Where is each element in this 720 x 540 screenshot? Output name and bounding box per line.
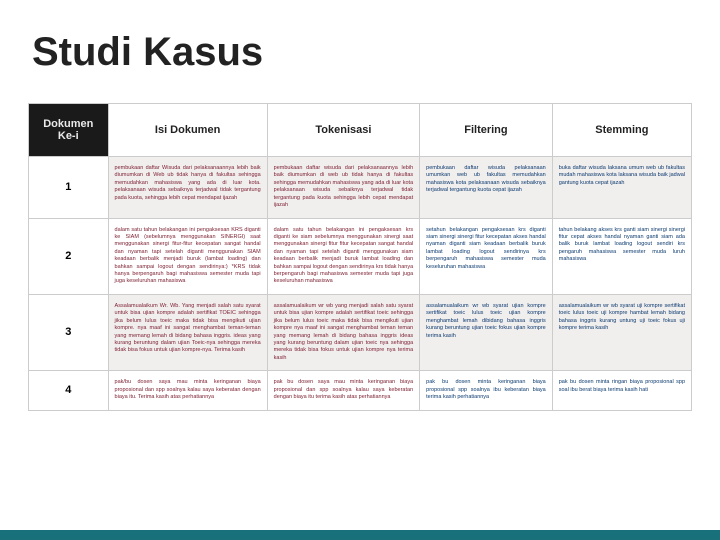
cell-stem: assalamualaikum wr wb syarat uji kompre … bbox=[552, 294, 691, 370]
col-header-stemming: Stemming bbox=[552, 104, 691, 157]
col-header-filtering: Filtering bbox=[420, 104, 553, 157]
case-study-table: Dokumen Ke-i Isi Dokumen Tokenisasi Filt… bbox=[28, 103, 692, 411]
cell-isi: dalam satu tahun belakangan ini pengakse… bbox=[108, 218, 267, 294]
cell-tok: pembukaan daftar wisuda dari pelaksanaan… bbox=[267, 157, 419, 219]
table-row: 3 Assalamualaikum Wr. Wb. Yang menjadi s… bbox=[29, 294, 692, 370]
cell-tok: dalam satu tahun belakangan ini pengakse… bbox=[267, 218, 419, 294]
cell-tok: assalamualaikum wr wb yang menjadi salah… bbox=[267, 294, 419, 370]
table-header-row: Dokumen Ke-i Isi Dokumen Tokenisasi Filt… bbox=[29, 104, 692, 157]
col-header-isi: Isi Dokumen bbox=[108, 104, 267, 157]
col-header-tokenisasi: Tokenisasi bbox=[267, 104, 419, 157]
cell-fil: pembukaan daftar wisuda pelaksanaan umum… bbox=[420, 157, 553, 219]
cell-fil: setahun belakangan pengaksesan krs digan… bbox=[420, 218, 553, 294]
cell-tok: pak bu dosen saya mau minta keringanan b… bbox=[267, 371, 419, 410]
table-row: 2 dalam satu tahun belakangan ini pengak… bbox=[29, 218, 692, 294]
table-row: 4 pak/bu dosen saya mau minta keringanan… bbox=[29, 371, 692, 410]
cell-isi: pembukaan daftar Wisuda dari pelaksanaan… bbox=[108, 157, 267, 219]
cell-isi: pak/bu dosen saya mau minta keringanan b… bbox=[108, 371, 267, 410]
row-number: 1 bbox=[29, 157, 109, 219]
slide-title: Studi Kasus bbox=[32, 30, 692, 75]
row-number: 2 bbox=[29, 218, 109, 294]
cell-stem: tahun belakang akses krs ganti siam sine… bbox=[552, 218, 691, 294]
cell-isi: Assalamualaikum Wr. Wb. Yang menjadi sal… bbox=[108, 294, 267, 370]
col-header-doc: Dokumen Ke-i bbox=[29, 104, 109, 157]
row-number: 3 bbox=[29, 294, 109, 370]
table-row: 1 pembukaan daftar Wisuda dari pelaksana… bbox=[29, 157, 692, 219]
cell-stem: pak bu dosen minta ringan biaya proposio… bbox=[552, 371, 691, 410]
row-number: 4 bbox=[29, 371, 109, 410]
cell-stem: buka daftar wisuda laksana umum web ub f… bbox=[552, 157, 691, 219]
footer-accent-bar bbox=[0, 530, 720, 540]
cell-fil: assalamualaikum wr wb syarat ujian kompr… bbox=[420, 294, 553, 370]
cell-fil: pak bu dosen minta keringanan biaya prop… bbox=[420, 371, 553, 410]
